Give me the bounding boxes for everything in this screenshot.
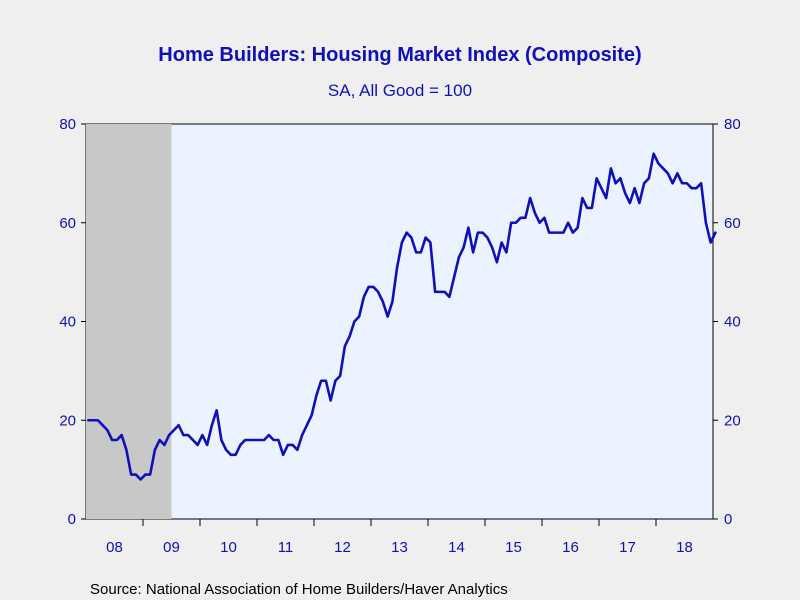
series-line <box>87 152 717 481</box>
recession-shade <box>86 124 172 519</box>
y-tick-label-right: 60 <box>724 215 741 232</box>
chart-title: Home Builders: Housing Market Index (Com… <box>158 44 641 66</box>
x-tick-label: 12 <box>334 539 351 556</box>
x-tick-label: 13 <box>391 539 408 556</box>
x-tick-label: 08 <box>106 539 123 556</box>
y-axis-right: 0 20 40 60 80 <box>713 116 741 528</box>
x-tick-label: 14 <box>448 539 465 556</box>
y-tick-label-left: 60 <box>59 215 76 232</box>
series-layer <box>87 152 717 481</box>
y-tick-label-left: 20 <box>59 412 76 429</box>
y-axis-left: 0 20 40 60 80 <box>59 116 86 528</box>
plot-area <box>85 123 714 520</box>
x-tick-label: 11 <box>278 539 294 556</box>
x-tick-label: 10 <box>220 539 237 556</box>
x-tick-label: 18 <box>676 539 693 556</box>
x-tick-label: 17 <box>619 539 636 556</box>
x-tick-label: 15 <box>505 539 522 556</box>
x-tick-label: 09 <box>163 539 180 556</box>
y-tick-label-left: 0 <box>68 511 76 528</box>
y-tick-label-right: 40 <box>724 314 741 331</box>
y-tick-label-right: 20 <box>724 412 741 429</box>
source-note: Source: National Association of Home Bui… <box>90 581 508 598</box>
y-tick-label-left: 40 <box>59 314 76 331</box>
y-tick-label-right: 0 <box>724 511 732 528</box>
y-tick-label-right: 80 <box>724 116 741 133</box>
y-tick-label-left: 80 <box>59 116 76 133</box>
x-axis: 08 09 10 11 12 13 14 15 16 17 18 <box>106 519 693 556</box>
x-tick-label: 16 <box>562 539 579 556</box>
chart-subtitle: SA, All Good = 100 <box>328 81 472 100</box>
